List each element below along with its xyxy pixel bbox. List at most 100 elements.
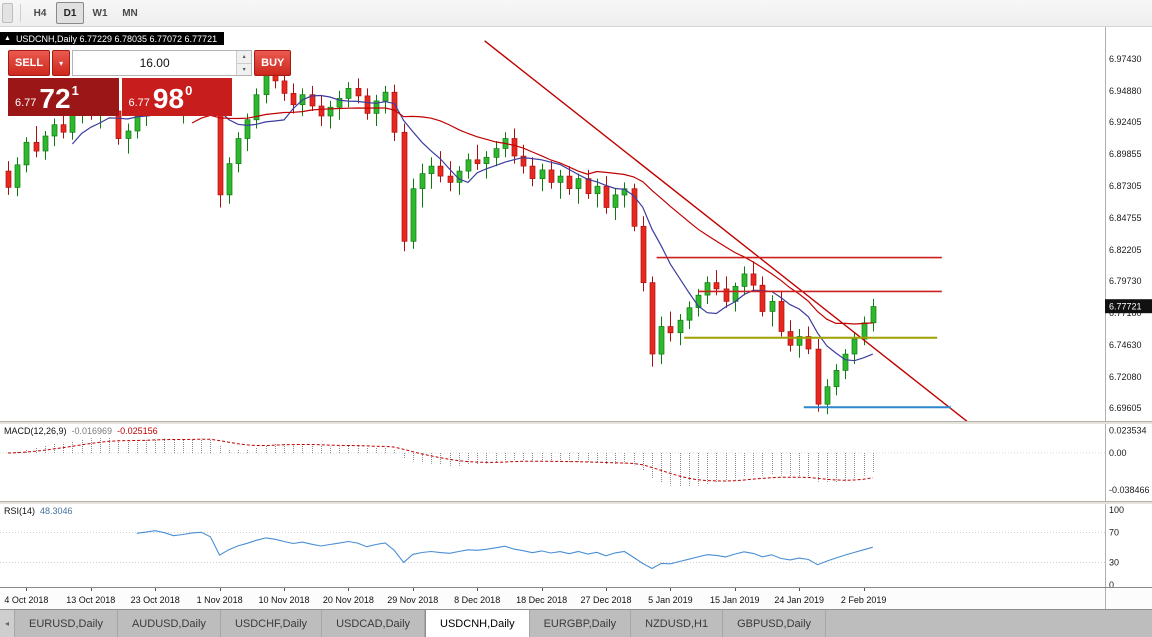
macd-pane-wrap: 0.023534 0.00 -0.038466 MACD(12,26,9) -0.0… xyxy=(0,424,1152,501)
candle-body xyxy=(520,155,527,167)
sell-price-tile[interactable]: 6.77 72 1 xyxy=(8,78,119,116)
candle-body xyxy=(575,178,582,189)
macd-axis-label: 0.023534 xyxy=(1109,425,1147,435)
candle-body xyxy=(511,138,518,157)
candle-body xyxy=(621,188,628,196)
timeframe-button-w1[interactable]: W1 xyxy=(92,7,108,19)
chart-tab-gbpusd[interactable]: GBPUSD,Daily xyxy=(723,610,827,637)
price-axis-label: 6.72080 xyxy=(1109,372,1142,382)
sell-price-pips: 72 xyxy=(39,83,71,115)
chart-title-bar: ▲ USDCNH,Daily 6.77229 6.78035 6.77072 6… xyxy=(0,32,225,45)
timeframe-button-d1[interactable]: D1 xyxy=(56,2,84,24)
chart-tab-usdcnh[interactable]: USDCNH,Daily xyxy=(425,610,530,637)
price-axis-label: 6.79730 xyxy=(1109,276,1142,286)
candle-body xyxy=(723,288,730,302)
date-label: 29 Nov 2018 xyxy=(387,595,439,605)
candle-body xyxy=(419,173,426,189)
rsi-axis-label: 100 xyxy=(1109,505,1124,515)
candle-body xyxy=(437,165,444,177)
rsi-pane-wrap: 100 70 30 0 RSI(14) 48.3046 xyxy=(0,504,1152,587)
chart-tabs-bar: ◂ EURUSD,Daily AUDUSD,Daily USDCHF,Daily USD… xyxy=(0,609,1152,637)
price-chart[interactable]: 6.97430 6.94880 6.92405 6.89855 6.87305 6.847… xyxy=(0,27,1152,421)
chart-window[interactable]: 6.97430 6.94880 6.92405 6.89855 6.87305 6.847… xyxy=(0,27,1152,421)
chart-tab-eurgbp[interactable]: EURGBP,Daily xyxy=(530,610,632,637)
candle-body xyxy=(253,94,260,121)
candle-body xyxy=(5,170,12,188)
date-label: 15 Jan 2019 xyxy=(710,595,760,605)
candle-body xyxy=(309,94,316,107)
candle-body xyxy=(539,169,546,180)
date-label: 20 Nov 2018 xyxy=(322,595,374,605)
timeframe-button-h4[interactable]: H4 xyxy=(33,7,47,19)
date-label: 8 Dec 2018 xyxy=(454,595,501,605)
time-axis-tick xyxy=(219,588,221,591)
time-axis-tick xyxy=(863,588,865,591)
chart-tab-nzdusd[interactable]: NZDUSD,H1 xyxy=(631,610,724,637)
time-axis[interactable]: 4 Oct 2018 13 Oct 2018 23 Oct 2018 1 Nov 20… xyxy=(0,587,1152,609)
time-axis-tick xyxy=(155,588,157,591)
candle-body xyxy=(529,165,536,179)
pane-splitter[interactable] xyxy=(0,501,1152,504)
candle-body xyxy=(33,141,40,152)
price-axis-label: 6.74630 xyxy=(1109,340,1142,350)
moving-average-line[interactable] xyxy=(191,107,873,325)
time-axis-tick xyxy=(412,588,414,591)
candle-body xyxy=(465,159,472,172)
volume-input[interactable] xyxy=(73,51,237,75)
time-axis-tick xyxy=(606,588,607,591)
candle-body xyxy=(318,105,325,117)
toolbar-fragment-icon[interactable] xyxy=(2,3,13,23)
candle-body xyxy=(824,386,831,405)
candle-body xyxy=(51,124,58,137)
macd-pane[interactable]: 0.023534 0.00 -0.038466 xyxy=(0,424,1152,501)
macd-axis-label: -0.038466 xyxy=(1109,485,1150,495)
candle-body xyxy=(447,175,454,183)
chart-tab-usdcad[interactable]: USDCAD,Daily xyxy=(322,610,426,637)
chart-tab-audusd[interactable]: AUDUSD,Daily xyxy=(118,610,221,637)
one-click-trading-panel: SELL ▾ ▴ ▾ BUY 6.77 72 1 6.7 xyxy=(8,50,292,116)
candle-body xyxy=(741,273,748,287)
candle-body xyxy=(870,306,877,324)
volume-decrease-icon[interactable]: ▾ xyxy=(237,63,252,75)
candle-body xyxy=(851,338,858,355)
rsi-label: RSI(14) 48.3046 xyxy=(4,506,73,516)
buy-price-point: 0 xyxy=(185,83,193,98)
current-price-badge xyxy=(1105,299,1152,314)
window-restore-icon[interactable]: ▲ xyxy=(4,35,11,42)
buy-price-tile[interactable]: 6.77 98 0 xyxy=(121,78,232,116)
price-axis-label: 6.94880 xyxy=(1109,86,1142,96)
macd-name: MACD(12,26,9) xyxy=(4,426,67,436)
volume-box: ▴ ▾ xyxy=(72,50,253,76)
chart-tab-usdchf[interactable]: USDCHF,Daily xyxy=(221,610,323,637)
time-axis-tick xyxy=(348,588,350,591)
time-axis-tick xyxy=(541,588,543,591)
volume-increase-icon[interactable]: ▴ xyxy=(237,51,252,64)
candle-body xyxy=(677,319,684,334)
candle-body xyxy=(833,370,840,388)
candle-body xyxy=(428,165,435,174)
candle-body xyxy=(391,91,398,133)
tabs-scroll-left-icon[interactable]: ◂ xyxy=(0,610,15,637)
chart-tab-eurusd[interactable]: EURUSD,Daily xyxy=(15,610,118,637)
timeframe-button-mn[interactable]: MN xyxy=(122,7,138,19)
sell-button[interactable]: SELL xyxy=(8,50,51,76)
buy-button[interactable]: BUY xyxy=(254,50,292,76)
sell-price-point: 1 xyxy=(71,83,79,98)
pane-splitter[interactable] xyxy=(0,421,1152,424)
order-dropdown-icon[interactable]: ▾ xyxy=(52,50,71,76)
rsi-pane[interactable]: 100 70 30 0 xyxy=(0,504,1152,587)
candle-body xyxy=(401,131,408,242)
trendline[interactable] xyxy=(484,40,968,421)
macd-label: MACD(12,26,9) -0.016969 -0.025156 xyxy=(4,426,158,436)
chart-title: USDCNH,Daily 6.77229 6.78035 6.77072 6.7… xyxy=(15,33,218,44)
candle-body xyxy=(115,110,122,139)
candle-body xyxy=(631,188,638,227)
candle-body xyxy=(759,284,766,312)
candles xyxy=(5,58,877,415)
candle-body xyxy=(244,119,251,139)
candle-body xyxy=(327,106,334,117)
rsi-axis-label: 70 xyxy=(1109,528,1119,538)
current-price-label: 6.77721 xyxy=(1109,302,1142,312)
candle-body xyxy=(217,101,224,196)
